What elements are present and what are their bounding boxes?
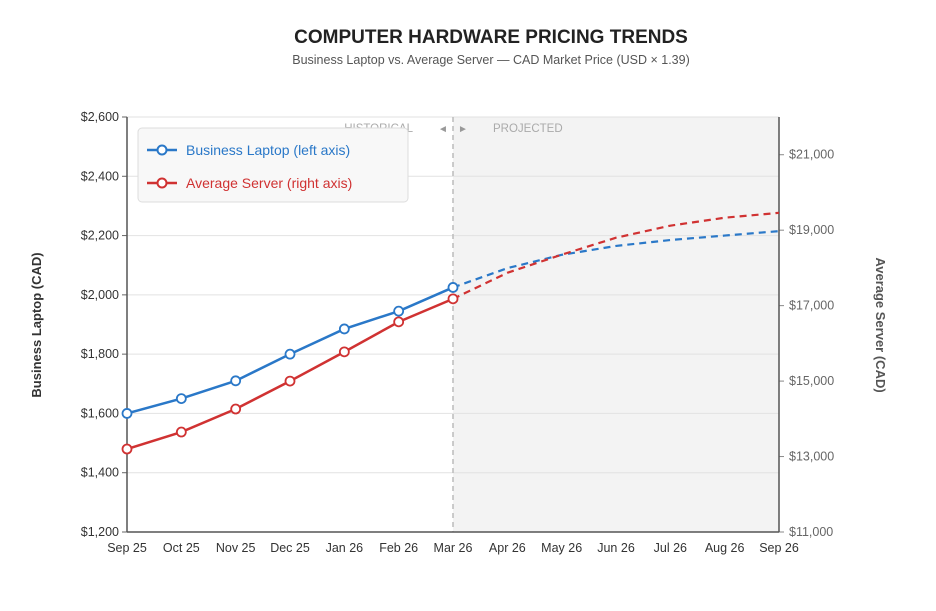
- right-tick-label: $21,000: [789, 148, 834, 162]
- x-tick-label: Feb 26: [379, 541, 418, 555]
- laptop-data-point: [230, 375, 242, 387]
- x-tick-label: Aug 26: [705, 541, 745, 555]
- x-tick-label: Dec 25: [270, 541, 310, 555]
- right-tick-label: $17,000: [789, 299, 834, 313]
- left-tick-label: $2,200: [81, 229, 119, 243]
- left-axis-label: Business Laptop (CAD): [29, 252, 44, 397]
- projected-region: [453, 117, 779, 532]
- chart-title: COMPUTER HARDWARE PRICING TRENDS: [294, 27, 688, 48]
- legend: Business Laptop (left axis) Average Serv…: [137, 127, 409, 203]
- x-tick-label: Jan 26: [326, 541, 364, 555]
- legend-server-marker-icon: [156, 177, 168, 189]
- x-tick-label: Mar 26: [434, 541, 473, 555]
- server-data-point: [393, 316, 405, 328]
- x-tick-label: Sep 25: [107, 541, 147, 555]
- left-tick-label: $2,600: [81, 110, 119, 124]
- arrow-right-icon: ►: [458, 124, 468, 135]
- x-tick-label: Apr 26: [489, 541, 526, 555]
- left-tick-label: $2,400: [81, 169, 119, 183]
- server-data-point: [121, 443, 133, 455]
- laptop-data-point: [393, 305, 405, 317]
- left-tick-label: $1,200: [81, 525, 119, 539]
- right-tick-label: $15,000: [789, 374, 834, 388]
- left-tick-label: $1,600: [81, 406, 119, 420]
- laptop-data-point: [447, 282, 459, 293]
- x-tick-label: Nov 25: [216, 541, 256, 555]
- laptop-data-point: [338, 323, 350, 335]
- right-tick-label: $11,000: [789, 525, 833, 539]
- legend-laptop-label[interactable]: Business Laptop (left axis): [186, 142, 350, 158]
- right-tick-label: $19,000: [789, 223, 834, 237]
- laptop-projected-line: [452, 230, 780, 289]
- right-axis-label: Average Server (CAD): [873, 257, 888, 392]
- chart-subtitle: Business Laptop vs. Average Server — CAD…: [292, 53, 690, 67]
- x-tick-label: Sep 26: [759, 541, 799, 555]
- left-tick-label: $1,800: [81, 347, 119, 361]
- x-tick-label: May 26: [541, 541, 582, 555]
- laptop-data-point: [121, 408, 133, 419]
- arrow-left-icon: ◄: [438, 124, 448, 135]
- server-data-point: [338, 346, 350, 358]
- left-tick-label: $2,000: [81, 288, 119, 302]
- x-tick-label: Jul 26: [654, 541, 687, 555]
- projected-label: PROJECTED: [493, 123, 563, 135]
- x-tick-label: Oct 25: [163, 541, 200, 555]
- server-data-point: [175, 426, 187, 438]
- left-tick-label: $1,400: [81, 466, 119, 480]
- server-projected-line: [452, 211, 780, 300]
- server-data-point: [284, 375, 296, 387]
- laptop-data-point: [284, 348, 296, 360]
- right-tick-label: $13,000: [789, 450, 834, 464]
- legend-server-label[interactable]: Average Server (right axis): [186, 175, 352, 191]
- legend-laptop-marker-icon: [156, 144, 168, 156]
- server-data-point: [447, 293, 459, 305]
- server-historical-line: [126, 297, 454, 451]
- x-tick-label: Jun 26: [597, 541, 635, 555]
- server-data-point: [230, 403, 242, 415]
- laptop-data-point: [175, 393, 187, 405]
